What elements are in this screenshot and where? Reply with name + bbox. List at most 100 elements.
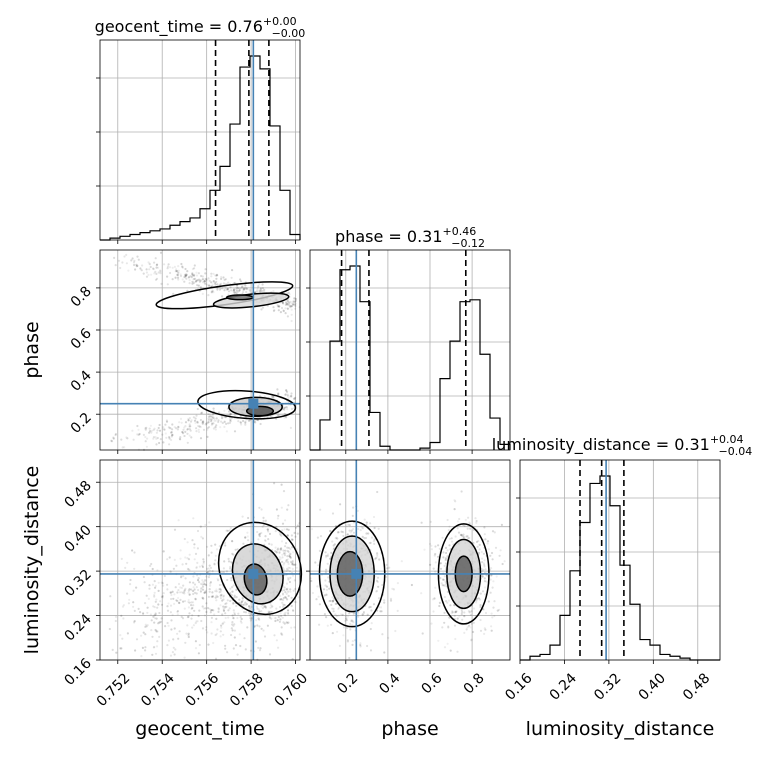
sample-point [186,557,189,560]
sample-point [256,614,259,617]
sample-point [170,619,173,622]
sample-point [135,586,138,589]
x-tick-label: 0.6 [419,670,446,697]
sample-point [269,604,273,607]
sample-point [239,421,242,424]
sample-point [154,612,157,615]
sample-point [160,617,163,620]
sample-point [326,562,329,565]
sample-point [316,536,319,539]
sample-point [222,276,225,279]
sample-point [226,287,229,290]
sample-point [445,551,448,555]
sample-point [283,586,286,589]
sample-point [482,562,485,565]
sample-point [336,630,339,633]
sample-point [468,521,471,524]
sample-point [224,602,227,606]
sample-point [220,593,223,596]
sample-point [158,423,161,427]
sample-point [365,532,368,535]
sample-point [272,396,275,399]
sample-point [188,593,191,596]
sample-point [233,430,237,433]
sample-point [148,427,151,430]
sample-point [478,548,481,551]
sample-point [181,591,184,595]
sample-point [486,542,489,545]
sample-point [258,625,261,628]
sample-point [238,289,241,292]
sample-point [284,393,287,396]
sample-point [129,583,132,586]
sample-point [214,657,218,660]
sample-point [500,523,503,527]
sample-point [221,417,224,420]
sample-point [235,291,238,294]
sample-point [147,273,150,276]
sample-point [201,605,204,608]
sample-point [232,289,235,292]
sample-point [440,582,443,585]
sample-point [213,281,217,285]
sample-point [495,575,498,578]
sample-point [243,284,247,287]
sample-point [423,548,426,551]
sample-point [219,594,222,597]
sample-point [443,595,446,599]
sample-point [286,546,289,549]
sample-point [155,630,158,633]
sample-point [204,607,207,610]
sample-point [185,272,188,275]
sample-point [183,600,187,603]
sample-point [174,586,177,589]
sample-point [148,263,151,266]
sample-point [210,608,214,612]
sample-point [195,566,198,570]
sample-point [184,425,187,428]
sample-point [155,645,159,648]
sample-point [201,579,204,582]
sample-point [153,595,156,598]
sample-point [126,437,129,440]
sample-point [475,519,478,523]
sample-point [149,564,152,568]
sample-point [294,299,297,302]
sample-point [470,610,473,613]
sample-point [227,557,230,561]
sample-point [466,527,469,530]
sample-point [257,289,260,293]
sample-point [191,272,194,275]
sample-point [214,596,217,599]
sample-point [332,544,335,547]
sample-point [236,616,239,620]
sample-point [264,605,267,608]
x-tick-label: 0.24 [547,670,580,703]
sample-point [182,600,185,603]
sample-point [293,297,296,301]
sample-point [166,621,169,625]
sample-point [231,269,234,272]
sample-point [192,604,195,607]
sample-point [293,600,296,604]
sample-point [389,597,393,601]
sample-point [234,414,237,417]
sample-point [140,634,143,637]
sample-point [187,600,190,604]
sample-point [192,624,195,627]
sample-point [258,535,261,538]
sample-point [258,533,261,536]
sample-point [152,646,155,649]
sample-point [202,558,205,561]
sample-point [342,534,345,538]
sample-point [193,583,197,586]
sample-point [329,529,332,533]
sample-point [239,644,242,648]
sample-point [193,274,196,277]
sample-point [331,540,334,543]
sample-point [206,606,210,610]
sample-point [232,609,235,612]
sample-point [152,615,155,618]
sample-point [133,621,136,624]
sample-point [196,620,199,623]
